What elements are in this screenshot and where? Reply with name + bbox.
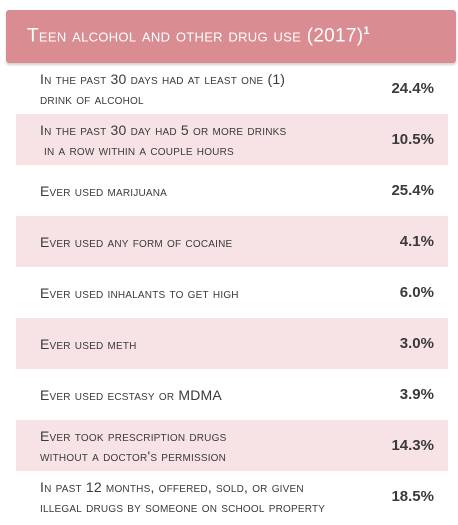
row-value: 25.4% <box>391 182 434 199</box>
row-label: Ever took prescription drugs without a d… <box>16 426 358 466</box>
row-value: 4.1% <box>399 233 434 250</box>
row-value: 18.5% <box>391 488 434 505</box>
row-label-line: Ever used inhalants to get high <box>40 284 239 301</box>
row-label: In past 12 months, offered, sold, or giv… <box>16 477 358 517</box>
row-label-line: In the past 30 days had at least one (1) <box>40 70 286 87</box>
table-header: Teen alcohol and other drug use (2017)1 <box>6 10 456 63</box>
row-value: 10.5% <box>391 131 434 148</box>
table-row: Ever used any form of cocaine 4.1% <box>16 216 448 267</box>
table-title: Teen alcohol and other drug use (2017)1 <box>27 25 370 47</box>
row-label: Ever used any form of cocaine <box>16 232 358 252</box>
table-row: Ever took prescription drugs without a d… <box>16 420 448 471</box>
row-value: 3.9% <box>399 386 434 403</box>
table-row: In past 12 months, offered, sold, or giv… <box>16 471 448 522</box>
row-label-line: Ever took prescription drugs <box>40 427 227 444</box>
row-label: Ever used meth <box>16 334 358 354</box>
row-value: 14.3% <box>391 437 434 454</box>
row-label-line: without a doctor's permission <box>40 447 227 464</box>
row-label-line: in a row within a couple hours <box>44 141 234 158</box>
row-label-line: Ever used any form of cocaine <box>40 233 233 250</box>
row-label-line: Ever used marijuana <box>40 182 168 199</box>
row-label-line: Ever used meth <box>40 335 137 352</box>
row-value: 3.0% <box>399 335 434 352</box>
table-row: In the past 30 day had 5 or more drinks … <box>16 114 448 165</box>
row-label: In the past 30 day had 5 or more drinks … <box>16 120 358 160</box>
row-label-line: drink of alcohol <box>40 90 144 107</box>
row-label: Ever used marijuana <box>16 181 358 201</box>
row-value: 24.4% <box>391 80 434 97</box>
title-footnote: 1 <box>363 25 370 38</box>
table-row: Ever used marijuana 25.4% <box>16 165 448 216</box>
row-label-line: In past 12 months, offered, sold, or giv… <box>40 478 304 495</box>
row-label: In the past 30 days had at least one (1)… <box>16 69 358 109</box>
row-label-line: Ever used ecstasy or MDMA <box>40 386 222 403</box>
table-row: Ever used meth 3.0% <box>16 318 448 369</box>
row-label-line: illegal drugs by someone on school prope… <box>40 498 326 515</box>
table-row: In the past 30 days had at least one (1)… <box>16 63 448 114</box>
table-row: Ever used ecstasy or MDMA 3.9% <box>16 369 448 420</box>
row-label: Ever used inhalants to get high <box>16 283 358 303</box>
table-row: Ever used inhalants to get high 6.0% <box>16 267 448 318</box>
row-label: Ever used ecstasy or MDMA <box>16 385 358 405</box>
table-title-text: Teen alcohol and other drug use (2017) <box>27 25 364 47</box>
stats-table: In the past 30 days had at least one (1)… <box>16 63 448 522</box>
row-value: 6.0% <box>399 284 434 301</box>
row-label-line: In the past 30 day had 5 or more drinks <box>40 121 287 138</box>
